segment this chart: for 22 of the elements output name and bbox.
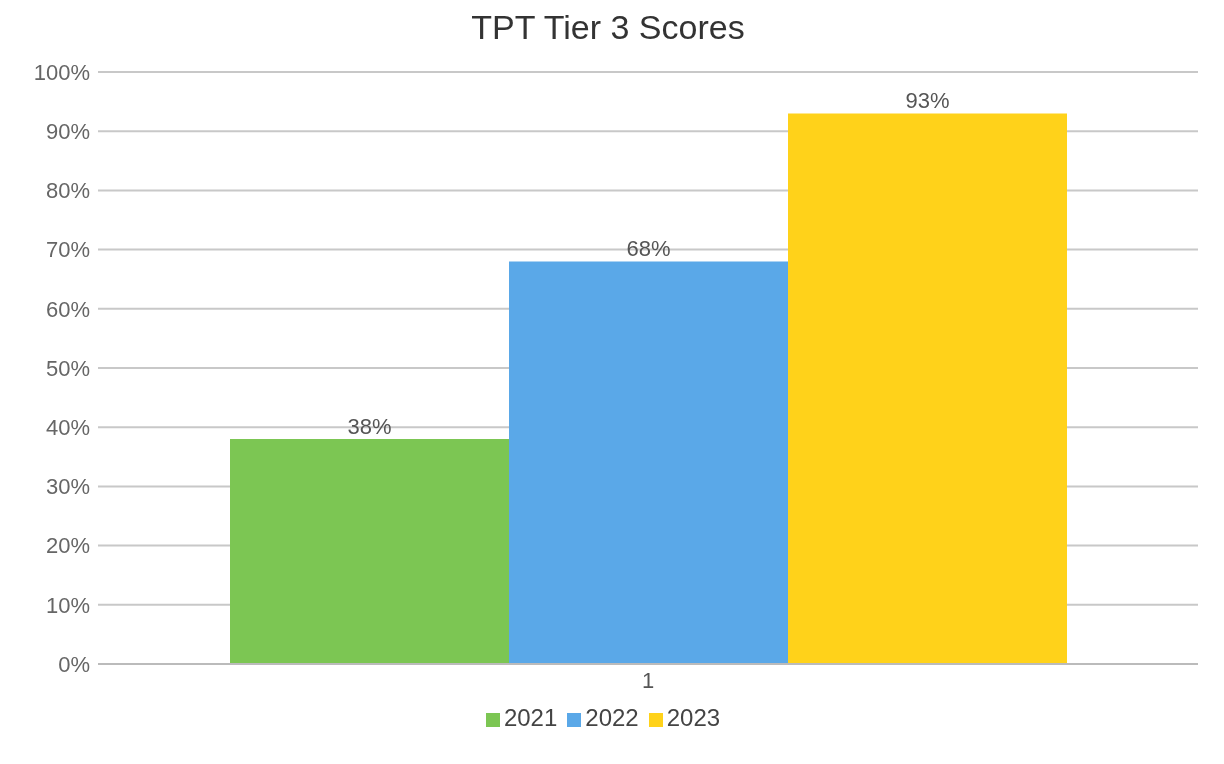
y-tick-label: 80% — [45, 178, 90, 204]
y-tick-label: 10% — [45, 592, 90, 618]
y-tick-label: 50% — [45, 355, 90, 381]
x-tick-label: 1 — [641, 667, 655, 693]
y-tick-label: 100% — [33, 59, 90, 85]
chart-title: TPT Tier 3 Scores — [470, 8, 746, 48]
text: 68% — [626, 236, 671, 262]
y-tick-label: 40% — [45, 415, 90, 441]
y-tick-label: 20% — [45, 533, 90, 559]
y-tick-label: 60% — [45, 296, 90, 322]
bar — [788, 113, 1067, 664]
legend-label: 2021 — [503, 704, 558, 731]
y-tick-label: 90% — [45, 119, 90, 145]
text: 38% — [347, 414, 392, 440]
text: 93% — [905, 88, 950, 114]
legend-label: 2022 — [585, 704, 639, 731]
y-tick-label: 30% — [45, 474, 90, 500]
bar — [509, 261, 788, 664]
y-tick-label: 70% — [45, 237, 90, 263]
bar — [230, 439, 509, 664]
y-tick-label: 0% — [58, 651, 90, 677]
legend-label: 2023 — [666, 704, 721, 731]
